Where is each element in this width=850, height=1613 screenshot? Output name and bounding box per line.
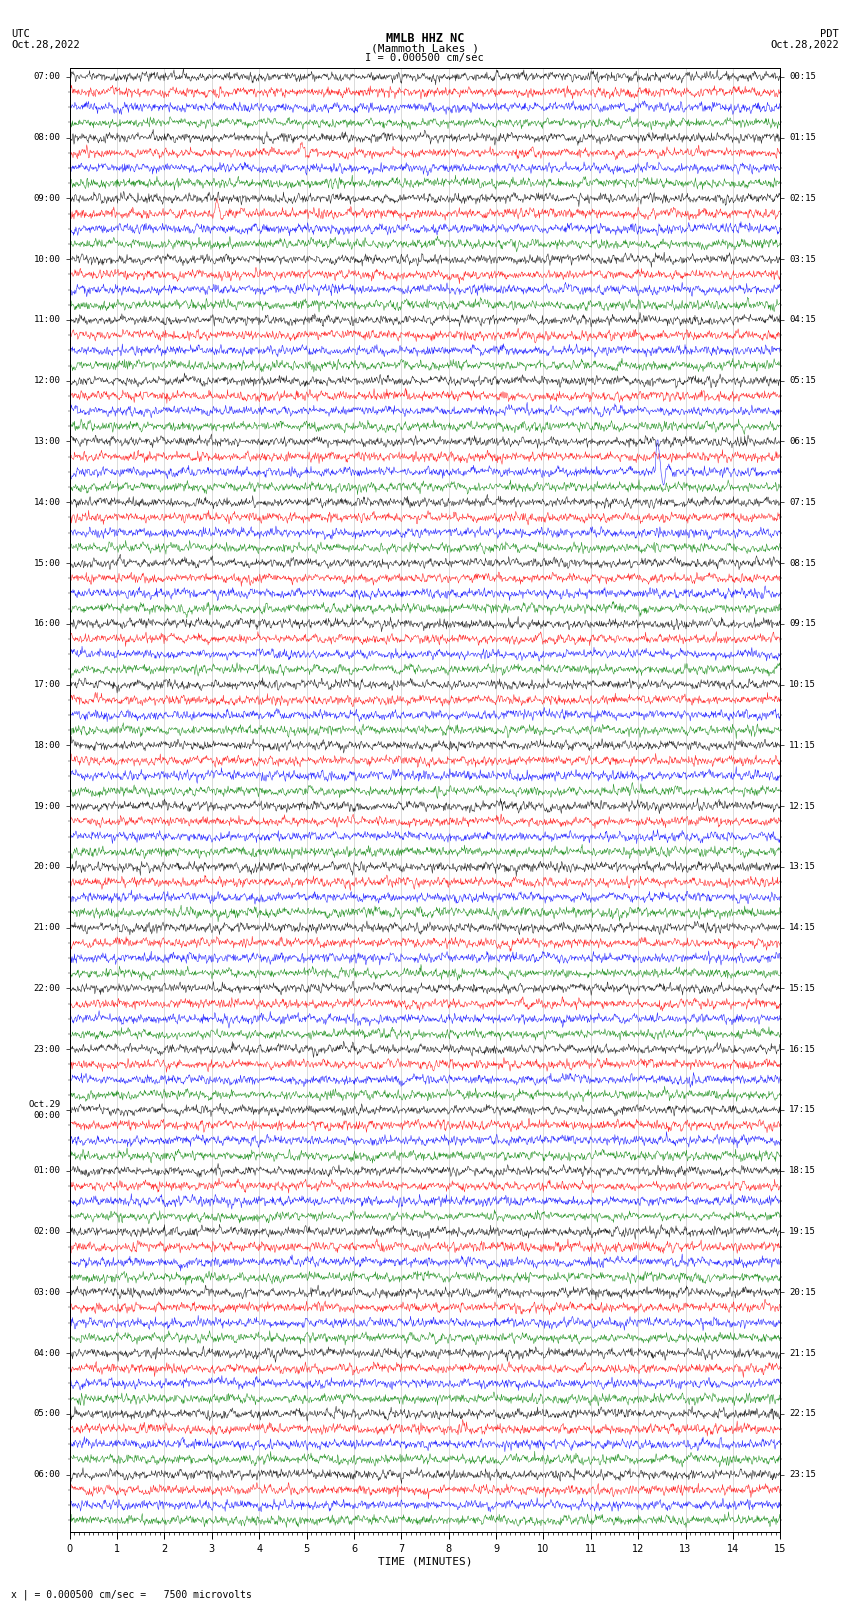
Text: (Mammoth Lakes ): (Mammoth Lakes ) xyxy=(371,44,479,53)
Text: Oct.28,2022: Oct.28,2022 xyxy=(11,40,80,50)
Text: Oct.28,2022: Oct.28,2022 xyxy=(770,40,839,50)
Text: I = 0.000500 cm/sec: I = 0.000500 cm/sec xyxy=(365,53,484,63)
Text: MMLB HHZ NC: MMLB HHZ NC xyxy=(386,32,464,45)
Text: PDT: PDT xyxy=(820,29,839,39)
Text: UTC: UTC xyxy=(11,29,30,39)
Text: x | = 0.000500 cm/sec =   7500 microvolts: x | = 0.000500 cm/sec = 7500 microvolts xyxy=(11,1589,252,1600)
X-axis label: TIME (MINUTES): TIME (MINUTES) xyxy=(377,1557,473,1566)
